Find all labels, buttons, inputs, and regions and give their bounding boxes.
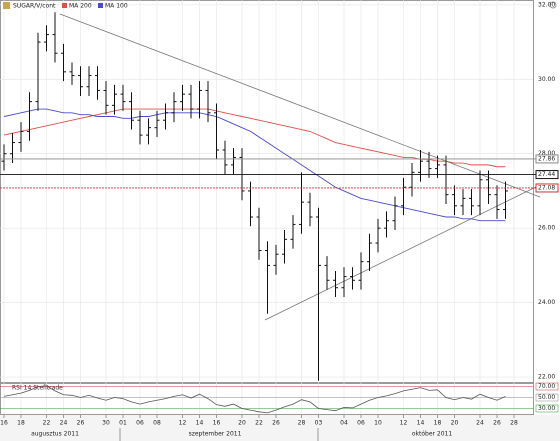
x-tick-label: 20 (451, 420, 459, 427)
level-label: 27.86 (538, 155, 555, 162)
x-tick-label: 30 (102, 420, 110, 427)
legend-swatch (62, 3, 67, 8)
y-tick-label: 26.00 (538, 225, 555, 232)
grid (0, 0, 533, 414)
y-tick-label: 28.00 (538, 150, 555, 157)
legend-swatch (98, 3, 103, 8)
month-label: október 2011 (412, 431, 452, 438)
x-tick-label: 26 (77, 420, 85, 427)
rsi-tick-label: 50.00 (538, 394, 555, 401)
x-axis-area (0, 415, 560, 441)
trendline (264, 184, 541, 321)
x-tick-label: 12 (400, 420, 408, 427)
x-tick-label: 28 (298, 420, 306, 427)
y-tick-label: 32.00 (538, 1, 555, 8)
x-tick-label: 14 (417, 420, 425, 427)
x-tick-label: 26 (272, 420, 280, 427)
y-tick-label: 24.00 (538, 299, 555, 306)
rsi-label-box (535, 393, 559, 402)
level-box (535, 154, 559, 164)
x-tick-label: 24 (476, 420, 484, 427)
x-tick-label: 12 (179, 420, 187, 427)
rsi-panel (0, 383, 534, 415)
x-tick-label: 22 (255, 420, 263, 427)
chart-title: SUGAR/V/cont (13, 3, 56, 10)
x-tick-label: 28 (510, 420, 518, 427)
legend-label: MA 200 (69, 3, 92, 10)
level-box (535, 170, 559, 180)
x-tick-label: 24 (60, 420, 68, 427)
plot (1, 12, 508, 381)
x-tick-label: 06 (357, 420, 365, 427)
rsi-tick-label: 30.00 (538, 405, 555, 412)
x-tick-label: 03 (315, 420, 323, 427)
x-tick-label: 14 (196, 420, 204, 427)
x-tick-label: 10 (374, 420, 382, 427)
x-tick-label: 22 (43, 420, 51, 427)
level-label: 27.08 (538, 184, 555, 191)
x-tick-label: 08 (153, 420, 161, 427)
x-tick-label: 16 (213, 420, 221, 427)
price-panel (0, 0, 534, 383)
month-label: szeptember 2011 (189, 431, 242, 438)
x-tick-label: 06 (136, 420, 144, 427)
settings-icon[interactable] (549, 1, 557, 9)
rsi-label-box (535, 404, 559, 413)
x-tick-label: 04 (340, 420, 348, 427)
x-tick-label: 26 (493, 420, 501, 427)
icon (3, 2, 10, 9)
ma-line (3, 108, 506, 222)
month-label: augusztus 2011 (31, 431, 79, 438)
rsi-line (3, 385, 506, 414)
x-tick-label: 18 (434, 420, 442, 427)
rsi-tick-label: 70.00 (538, 383, 555, 390)
level-label: 27.44 (538, 171, 555, 178)
x-tick-label: 01 (119, 420, 127, 427)
trendline (59, 13, 541, 198)
y-tick-label: 30.00 (538, 76, 555, 83)
rsi-title: RSI 14 Stefitrade (12, 385, 63, 392)
legend-label: MA 100 (105, 3, 128, 10)
x-tick-label: 20 (238, 420, 246, 427)
level-box (535, 183, 559, 193)
x-tick-label: 18 (17, 420, 25, 427)
x-tick-label: 16 (0, 420, 8, 427)
rsi-label-box (535, 382, 559, 391)
y-tick-label: 22.00 (538, 374, 555, 381)
